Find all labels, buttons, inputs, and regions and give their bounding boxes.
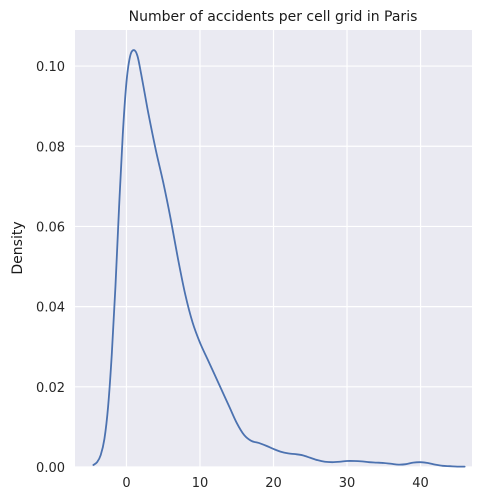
y-tick-label: 0.00	[36, 461, 65, 476]
x-tick-label: 40	[412, 476, 429, 491]
chart-title: Number of accidents per cell grid in Par…	[129, 9, 418, 25]
x-tick-label: 30	[339, 476, 356, 491]
density-line	[92, 49, 466, 468]
x-tick-label: 0	[122, 476, 130, 491]
x-tick-label: 20	[265, 476, 282, 491]
y-tick-label: 0.08	[36, 140, 65, 155]
y-tick-label: 0.06	[36, 220, 65, 235]
grid-lines	[75, 30, 472, 468]
tick-labels: 0 10 20 30 40 0.00 0.02 0.04 0.06 0.08 0.10	[36, 60, 429, 491]
y-axis-label: Density	[10, 221, 26, 274]
x-tick-label: 10	[192, 476, 209, 491]
y-tick-label: 0.04	[36, 301, 65, 316]
y-tick-label: 0.02	[36, 381, 65, 396]
y-tick-label: 0.10	[36, 60, 65, 75]
